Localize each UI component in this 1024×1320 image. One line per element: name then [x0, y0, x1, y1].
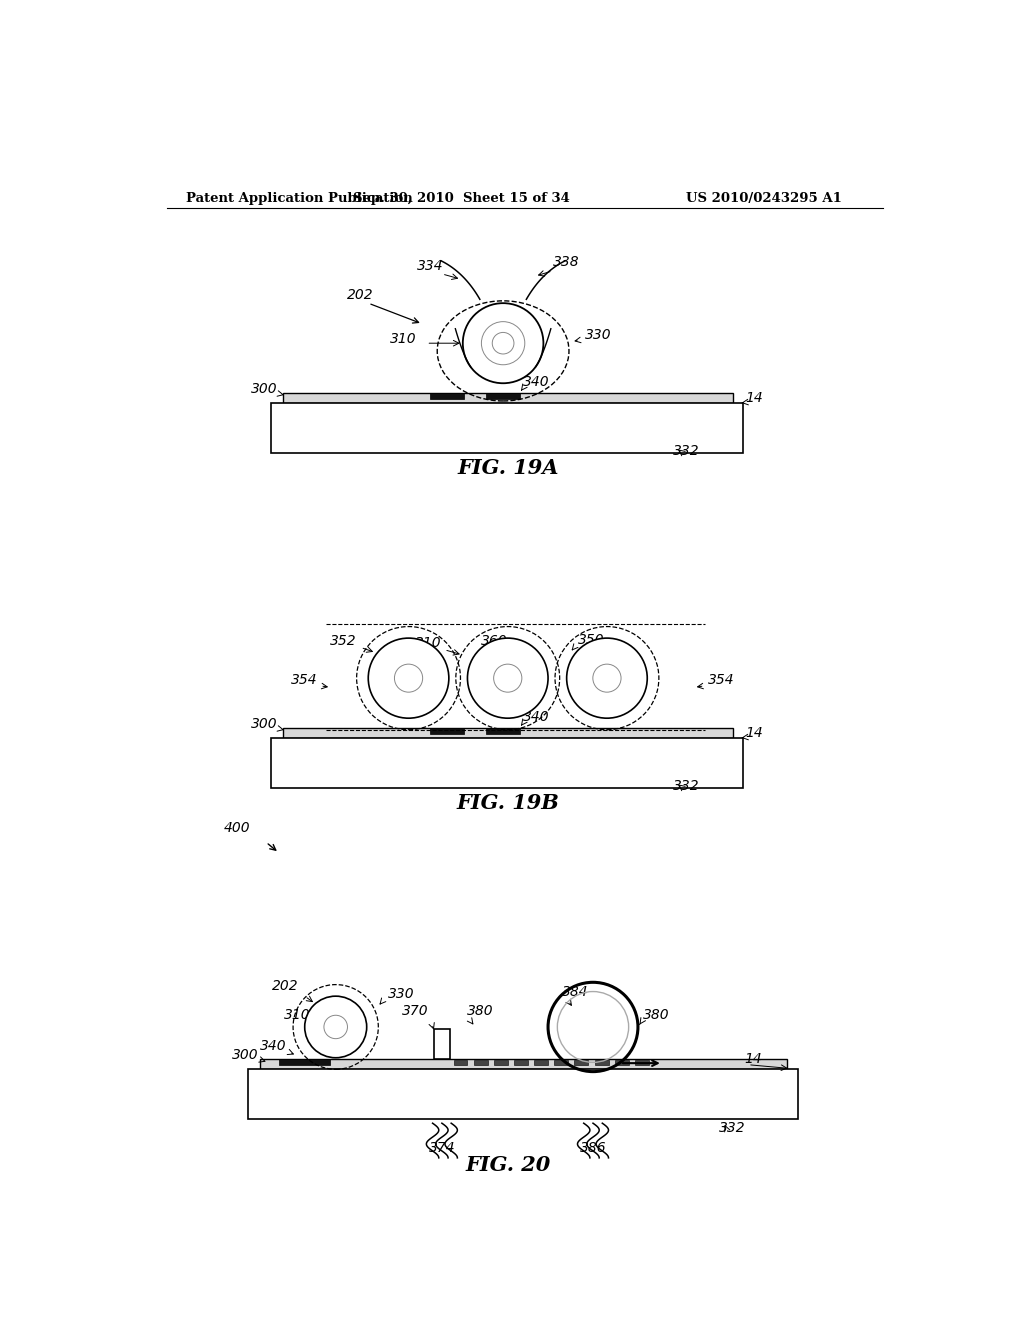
Bar [271, 738, 742, 788]
Text: FIG. 19A: FIG. 19A [457, 458, 558, 478]
Text: 340: 340 [260, 1039, 287, 1053]
Bar [248, 1069, 799, 1119]
Text: 330: 330 [388, 987, 415, 1001]
Text: 300: 300 [231, 1048, 258, 1063]
Text: 14: 14 [745, 726, 764, 739]
Text: 300: 300 [251, 717, 278, 731]
Bar [280, 1059, 330, 1065]
Bar [574, 1060, 589, 1065]
Bar [514, 1060, 528, 1065]
Bar [535, 1060, 548, 1065]
Text: 352: 352 [330, 634, 356, 648]
Bar [434, 1028, 450, 1059]
Bar [283, 729, 732, 738]
Text: 350: 350 [578, 632, 604, 647]
Text: 310: 310 [416, 636, 442, 651]
Text: 340: 340 [523, 710, 550, 725]
Text: 300: 300 [251, 383, 278, 396]
Text: 310: 310 [390, 333, 417, 346]
Circle shape [566, 638, 647, 718]
Bar [271, 404, 742, 453]
Text: 380: 380 [467, 1003, 494, 1018]
Bar [430, 729, 464, 734]
Circle shape [467, 638, 548, 718]
Text: 370: 370 [402, 1003, 429, 1018]
Text: 332: 332 [673, 444, 699, 458]
Text: 384: 384 [562, 985, 589, 999]
Text: 340: 340 [523, 375, 550, 389]
Text: 202: 202 [272, 979, 299, 993]
Text: FIG. 20: FIG. 20 [465, 1155, 550, 1175]
Circle shape [463, 304, 544, 383]
Text: 354: 354 [708, 673, 734, 688]
Text: Patent Application Publication: Patent Application Publication [186, 191, 413, 205]
Text: 334: 334 [417, 259, 443, 273]
Bar [554, 1060, 568, 1065]
Text: 386: 386 [580, 1140, 606, 1155]
Text: 338: 338 [553, 255, 580, 269]
Text: 374: 374 [429, 1140, 456, 1155]
Text: 310: 310 [284, 1008, 310, 1022]
Text: 14: 14 [744, 1052, 762, 1067]
Circle shape [305, 997, 367, 1057]
Circle shape [369, 638, 449, 718]
Text: 400: 400 [224, 821, 251, 836]
Text: Sep. 30, 2010  Sheet 15 of 34: Sep. 30, 2010 Sheet 15 of 34 [353, 191, 569, 205]
Bar [474, 1060, 487, 1065]
Text: FIG. 19B: FIG. 19B [457, 793, 559, 813]
Bar [486, 729, 520, 734]
Text: 14: 14 [745, 391, 764, 405]
Bar [614, 1060, 629, 1065]
Text: 202: 202 [347, 288, 374, 302]
Text: 330: 330 [586, 329, 612, 342]
Text: 332: 332 [719, 1122, 745, 1135]
Text: 380: 380 [643, 1008, 670, 1022]
Bar [454, 1060, 467, 1065]
Bar [486, 393, 520, 400]
Bar [494, 1060, 508, 1065]
Text: 354: 354 [291, 673, 317, 688]
Bar [430, 393, 464, 400]
Text: 360: 360 [480, 634, 507, 648]
Bar [595, 1060, 608, 1065]
Bar [283, 393, 732, 404]
Text: 332: 332 [673, 779, 699, 793]
Text: US 2010/0243295 A1: US 2010/0243295 A1 [685, 191, 842, 205]
Bar [635, 1060, 649, 1065]
Bar [260, 1059, 786, 1069]
